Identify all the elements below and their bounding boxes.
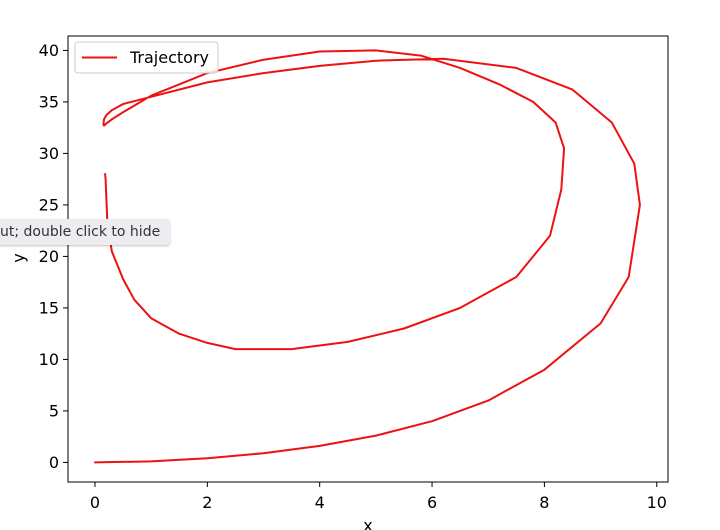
x-tick-label: 10 xyxy=(647,493,667,512)
y-tick-label: 30 xyxy=(39,144,59,163)
x-tick-label: 2 xyxy=(202,493,212,512)
legend-box xyxy=(74,41,219,74)
y-tick-label: 5 xyxy=(49,401,59,420)
series-group xyxy=(94,49,641,464)
plot-background xyxy=(68,36,668,482)
x-axis-label: x xyxy=(363,516,372,530)
y-axis-label: y xyxy=(9,253,28,262)
y-tick-label: 10 xyxy=(39,350,59,369)
x-tick-label: 4 xyxy=(315,493,325,512)
y-tick-label: 20 xyxy=(39,247,59,266)
y-tick-label: 25 xyxy=(39,195,59,214)
plot-frame xyxy=(67,35,669,483)
y-axis-ticks: 0 5 10 15 20 25 30 35 40 xyxy=(39,41,68,472)
y-tick-label: 0 xyxy=(49,453,59,472)
x-tick-label: 6 xyxy=(427,493,437,512)
legend: Trajectory xyxy=(74,41,219,74)
y-tick-label: 40 xyxy=(39,41,59,60)
x-tick-label: 8 xyxy=(539,493,549,512)
y-tick-label: 35 xyxy=(39,92,59,111)
series-line-trajectory xyxy=(94,49,641,464)
hover-tooltip: ut; double click to hide xyxy=(0,219,171,245)
legend-label-trajectory: Trajectory xyxy=(129,48,209,67)
x-tick-label: 0 xyxy=(90,493,100,512)
y-tick-label: 15 xyxy=(39,298,59,317)
x-axis-ticks: 0 2 4 6 8 10 xyxy=(90,482,667,512)
